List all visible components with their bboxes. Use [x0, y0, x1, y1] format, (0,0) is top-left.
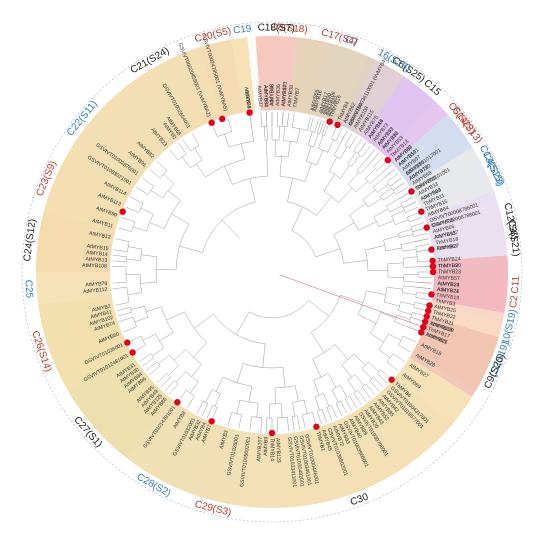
thmyb-marker	[430, 269, 436, 275]
thmyb-marker	[208, 120, 214, 126]
clade-label-c11: C11	[510, 275, 522, 294]
thmyb-marker	[418, 329, 424, 335]
thmyb-marker	[120, 208, 126, 214]
thmyb-marker	[246, 109, 252, 115]
thmyb-marker	[129, 349, 135, 355]
thmyb-marker	[418, 208, 424, 214]
thmyb-marker	[219, 116, 225, 122]
clade-label-c25: C25	[22, 279, 34, 299]
thmyb-marker	[174, 399, 180, 405]
leaf-label: AtMYB46	[269, 84, 275, 106]
clade-label-c2: C2	[508, 294, 521, 308]
thmyb-marker	[269, 430, 275, 436]
thmyb-marker	[428, 246, 434, 252]
thmyb-marker	[334, 122, 340, 128]
thmyb-marker	[313, 424, 319, 430]
leaf-label: AtMYB83	[262, 85, 269, 107]
thmyb-marker	[428, 291, 434, 297]
thmyb-marker	[385, 157, 391, 163]
leaf-label: AtMYB108	[82, 263, 107, 270]
thmyb-marker	[424, 224, 430, 230]
clade-label-c24: C24(S12)	[22, 218, 38, 262]
thmyb-marker	[208, 418, 214, 424]
thmyb-marker	[326, 118, 332, 124]
thmyb-marker	[388, 377, 394, 383]
thmyb-marker	[408, 188, 414, 194]
thmyb-marker	[425, 308, 431, 314]
clade-label-c18: C18(S7)	[258, 22, 295, 34]
thmyb-marker	[124, 339, 130, 345]
clade-label-c19: C19	[232, 23, 252, 36]
leaf-label: AtMYB9	[263, 437, 270, 456]
leaf-label: ThMYB14	[269, 438, 275, 461]
thmyb-marker	[430, 263, 436, 269]
thmyb-marker	[429, 258, 435, 264]
thmyb-marker	[426, 302, 432, 308]
leaf-label: ThMYB9	[438, 263, 458, 270]
